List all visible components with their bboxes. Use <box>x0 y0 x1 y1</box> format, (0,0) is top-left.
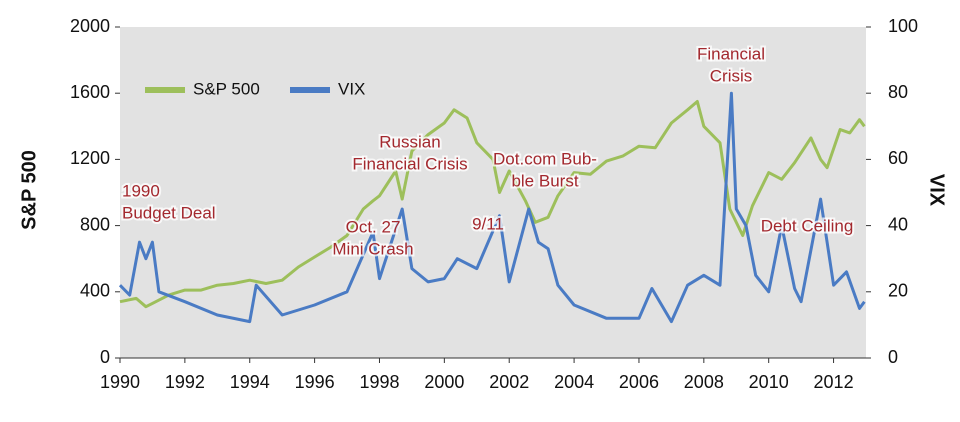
legend-label: S&P 500 <box>193 79 260 98</box>
annotation: Crisis <box>710 66 753 85</box>
annotation: Mini Crash <box>332 239 413 258</box>
series-line <box>119 100 866 309</box>
y-tick-label: 800 <box>80 214 110 234</box>
annotation: Financial Crisis <box>352 154 467 173</box>
annotation: Budget Deal <box>122 203 216 222</box>
annotation: 1990 <box>122 181 160 200</box>
annotation: Debt Ceiling <box>761 216 854 235</box>
y-tick-label: 400 <box>80 281 110 301</box>
y-tick-label: 0 <box>100 347 110 367</box>
x-tick-label: 2002 <box>489 372 529 392</box>
annotation: Oct. 27 <box>346 217 401 236</box>
y-tick-label: 1600 <box>70 82 110 102</box>
y2-tick-label: 0 <box>888 347 898 367</box>
annotation: 9/11 <box>472 214 504 233</box>
x-tick-label: 2004 <box>554 372 594 392</box>
y-tick-label: 2000 <box>70 16 110 36</box>
x-tick-label: 2010 <box>749 372 789 392</box>
y2-tick-label: 100 <box>888 16 918 36</box>
x-tick-label: 1996 <box>295 372 335 392</box>
series-line <box>118 91 866 324</box>
x-tick-label: 2008 <box>684 372 724 392</box>
x-tick-label: 2006 <box>619 372 659 392</box>
annotation: Financial <box>697 44 765 63</box>
y-axis-label: S&P 500 <box>18 150 40 230</box>
annotation: ble Burst <box>511 171 578 190</box>
y-tick-label: 1200 <box>70 148 110 168</box>
x-tick-label: 2000 <box>424 372 464 392</box>
y2-tick-label: 80 <box>888 82 908 102</box>
plot-area <box>120 27 866 358</box>
annotation: Russian <box>379 132 440 151</box>
x-tick-label: 2012 <box>814 372 854 392</box>
y2-tick-label: 20 <box>888 281 908 301</box>
y2-tick-label: 40 <box>888 214 908 234</box>
annotation: Dot.com Bub- <box>493 149 597 168</box>
x-tick-label: 1990 <box>100 372 140 392</box>
y2-tick-label: 60 <box>888 148 908 168</box>
legend-label: VIX <box>338 79 365 98</box>
x-tick-label: 1992 <box>165 372 205 392</box>
x-tick-label: 1994 <box>230 372 270 392</box>
y2-axis-label: VIX <box>926 174 948 207</box>
x-tick-label: 1998 <box>359 372 399 392</box>
